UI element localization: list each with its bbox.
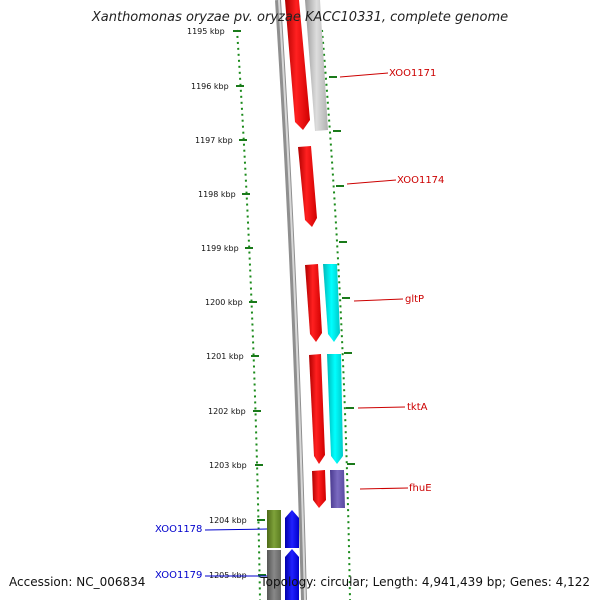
tick-labels: 1195 kbp 1196 kbp 1197 kbp 1198 kbp 1199…	[187, 27, 247, 580]
accession-text: Accession: NC_006834	[9, 575, 146, 589]
gene-feature-cyan-1	[323, 264, 340, 342]
gene-label-xoo1179: XOO1179	[155, 570, 202, 581]
gene-feature-fhue	[312, 470, 326, 508]
gene-feature-grey	[305, 0, 328, 131]
genome-summary-text: Topology: circular; Length: 4,941,439 bp…	[260, 575, 590, 589]
gene-label-xoo1174: XOO1174	[397, 175, 444, 186]
gene-label-fhue: fhuE	[409, 483, 432, 494]
gene-feature-olive	[267, 510, 281, 548]
tick-label: 1204 kbp	[209, 516, 247, 525]
outer-tick-marks	[329, 76, 355, 465]
tick-label: 1199 kbp	[201, 244, 239, 253]
gene-feature-xoo1178	[285, 510, 299, 548]
tick-label: 1197 kbp	[195, 136, 233, 145]
tick-label: 1196 kbp	[191, 82, 229, 91]
gene-feature-xoo1179	[285, 549, 299, 600]
gene-feature-dark-grey	[267, 550, 281, 600]
gene-feature-cyan-2	[327, 354, 343, 464]
gene-label-xoo1178: XOO1178	[155, 524, 202, 535]
reverse-features	[267, 510, 299, 600]
gene-labels: XOO1171 XOO1174 gltP tktA fhuE XOO1178 X…	[155, 68, 444, 581]
genome-backbone-highlight	[278, 0, 306, 600]
gene-label-xoo1171: XOO1171	[389, 68, 436, 79]
gene-feature-xoo1171	[285, 0, 310, 130]
tick-label: 1202 kbp	[208, 407, 246, 416]
gene-label-gltp: gltP	[405, 294, 424, 305]
tick-marks	[233, 30, 266, 576]
gene-feature-purple	[330, 470, 345, 508]
tick-label: 1198 kbp	[198, 190, 236, 199]
label-leaders	[204, 72, 409, 577]
map-title: Xanthomonas oryzae pv. oryzae KACC10331,…	[91, 10, 509, 25]
tick-label: 1195 kbp	[187, 27, 225, 36]
gene-feature-tkta	[309, 354, 325, 464]
forward-features	[285, 0, 345, 508]
gene-label-tkta: tktA	[407, 402, 428, 413]
tick-label: 1201 kbp	[206, 352, 244, 361]
tick-label: 1200 kbp	[205, 298, 243, 307]
gene-feature-xoo1174	[298, 146, 317, 227]
inner-dotted-ring	[236, 29, 261, 600]
genome-backbone	[275, 0, 307, 600]
gene-feature-gltp	[305, 264, 322, 342]
tick-label: 1203 kbp	[209, 461, 247, 470]
